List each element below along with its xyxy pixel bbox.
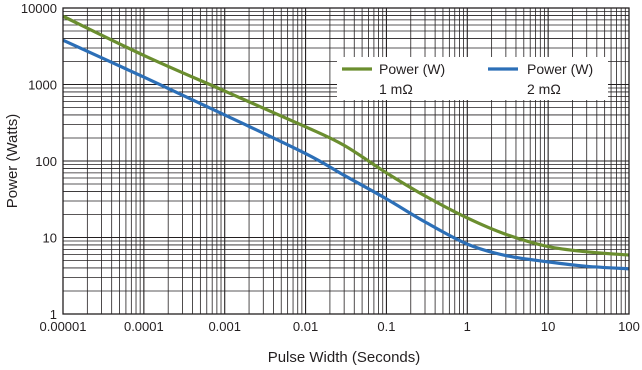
x-tick-label: 0.1 xyxy=(377,319,395,334)
series-line-2-mohm xyxy=(62,38,630,271)
legend-label-1-mohm-line1: Power (W) xyxy=(379,61,445,77)
x-tick-label: 0.01 xyxy=(293,319,318,334)
legend-label-2-mohm-line2: 2 mΩ xyxy=(527,81,561,97)
x-tick-label: 0.00001 xyxy=(40,319,87,334)
legend-background xyxy=(337,57,608,100)
x-tick-label: 10 xyxy=(541,319,555,334)
tick-labels: 0.00001 0.0001 0.001 0.01 0.1 1 10 100 1 10 100 100… xyxy=(21,1,640,334)
y-tick-label: 1000 xyxy=(28,78,57,93)
legend-label-2-mohm-line1: Power (W) xyxy=(527,61,593,77)
y-tick-label: 10000 xyxy=(21,1,57,16)
y-axis-title: Power (Watts) xyxy=(4,114,21,208)
series-line-1-mohm xyxy=(62,14,630,257)
series-lines xyxy=(62,14,630,271)
y-tick-label: 1 xyxy=(50,307,57,322)
y-tick-label: 10 xyxy=(43,231,57,246)
legend-label-1-mohm-line2: 1 mΩ xyxy=(379,81,413,97)
plot-frame xyxy=(62,7,630,315)
x-tick-label: 100 xyxy=(618,319,640,334)
y-tick-label: 100 xyxy=(35,154,57,169)
x-tick-label: 0.0001 xyxy=(124,319,164,334)
x-tick-label: 1 xyxy=(464,319,471,334)
x-tick-label: 0.001 xyxy=(208,319,241,334)
x-axis-title: Pulse Width (Seconds) xyxy=(268,349,421,366)
legend: Power (W) 1 mΩ Power (W) 2 mΩ xyxy=(337,57,608,100)
